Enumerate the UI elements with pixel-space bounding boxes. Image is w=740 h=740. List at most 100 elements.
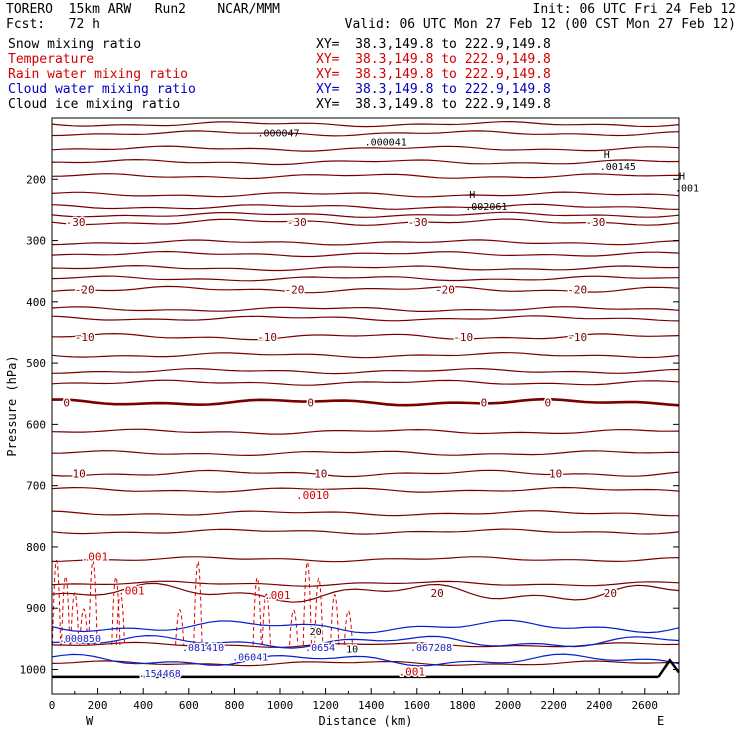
isotherm-label: -10	[257, 331, 277, 344]
rain-contour	[61, 576, 71, 645]
rain-contour	[261, 593, 271, 645]
isotherm-line--20	[51, 285, 680, 294]
legend-temperature-xy: XY= 38.3,149.8 to 222.9,149.8	[316, 52, 551, 67]
legend-cloudwater-xy: XY= 38.3,149.8 to 222.9,149.8	[316, 82, 551, 97]
rain-label: .001	[264, 589, 291, 602]
y-axis-label: Pressure (hPa)	[5, 355, 19, 456]
rain-contour	[289, 609, 299, 646]
isotherm-label: -10	[567, 331, 587, 344]
isotherm-label: 20	[604, 587, 617, 600]
isotherm-line	[51, 315, 680, 322]
isotherm-line	[51, 351, 680, 359]
isotherm-label: -20	[435, 284, 455, 297]
rain-contour	[88, 560, 98, 645]
cloud-ice-high-marker: H	[679, 172, 685, 183]
x-axis-label: Distance (km)	[319, 714, 413, 728]
y-tick-label: 700	[26, 480, 46, 493]
x-tick-label: 600	[179, 699, 199, 712]
rain-contour	[314, 577, 324, 645]
isotherm-label: -20	[75, 284, 95, 297]
isotherm-line	[51, 203, 680, 210]
cloud-water-contour	[51, 634, 680, 649]
rain-contour	[175, 609, 185, 646]
cloud-water-contour	[51, 653, 680, 667]
isotherm-line-20	[51, 582, 680, 603]
rain-label: .001	[82, 550, 109, 563]
rain-contour	[193, 561, 203, 645]
rain-contour	[70, 592, 80, 645]
isotherm-label: 10	[549, 467, 562, 480]
isotherm-line	[51, 528, 680, 535]
isotherm-line-10	[51, 469, 680, 478]
snow-label: 10	[346, 644, 358, 655]
isotherm-line	[51, 191, 680, 198]
legend-rain-label: Rain water mixing ratio	[8, 67, 189, 82]
cloud-ice-label: .000041	[365, 138, 407, 149]
isotherm-line	[51, 275, 680, 282]
legend-cloudice-xy: XY= 38.3,149.8 to 222.9,149.8	[316, 97, 551, 112]
isotherm-line	[51, 556, 680, 563]
isotherm-label: 20	[430, 587, 443, 600]
rain-contour	[115, 592, 126, 645]
isotherm-label: -20	[567, 284, 587, 297]
isotherm-label: 0	[307, 396, 314, 409]
isotherm-line	[51, 158, 680, 166]
isotherm-line	[51, 428, 680, 435]
isotherm-line	[51, 264, 680, 272]
isotherm-label: 0	[544, 396, 551, 409]
isotherm-label: 0	[63, 396, 70, 409]
isotherm-label: -20	[285, 284, 305, 297]
cloud-water-label: .06041	[232, 652, 268, 663]
isotherm-label: -10	[453, 331, 473, 344]
rain-contour	[330, 594, 340, 645]
isotherm-line	[51, 120, 680, 128]
isotherm-line	[51, 211, 680, 218]
rain-label: .0010	[296, 489, 329, 502]
cloud-water-label: .081410	[182, 643, 224, 654]
isotherm-line--30	[51, 218, 680, 226]
legend-cloudice-label: Cloud ice mixing ratio	[8, 97, 181, 112]
isotherm-line	[51, 239, 680, 246]
isotherm-line	[51, 660, 679, 667]
legend-snow-label: Snow mixing ratio	[8, 37, 142, 52]
y-tick-label: 400	[26, 296, 46, 309]
rain-label: .001	[399, 666, 426, 679]
isotherm-line	[51, 173, 679, 180]
x-tick-label: 2000	[495, 699, 522, 712]
isotherm-label: -10	[75, 331, 95, 344]
isotherm-label: -30	[66, 216, 86, 229]
model-title: TORERO 15km ARW Run2 NCAR/MMM	[6, 2, 280, 17]
isotherm-label: -30	[287, 216, 307, 229]
x-tick-label: 1000	[267, 699, 294, 712]
y-tick-label: 1000	[20, 663, 47, 676]
valid-time: Valid: 06 UTC Mon 27 Feb 12 (00 CST Mon …	[344, 17, 736, 32]
isotherm-line	[51, 641, 680, 648]
x-tick-label: 1600	[404, 699, 431, 712]
isotherm-line	[51, 510, 680, 517]
rain-contour	[302, 562, 312, 645]
rain-contour	[343, 610, 354, 646]
x-tick-label: 2200	[540, 699, 567, 712]
isotherm-line	[51, 367, 680, 375]
isotherm-line	[51, 486, 680, 493]
rain-label: .001	[118, 585, 144, 598]
cloud-water-label: .000850	[59, 634, 101, 645]
legend-rain-xy: XY= 38.3,149.8 to 222.9,149.8	[316, 67, 551, 82]
x-tick-label: 2600	[632, 699, 659, 712]
x-tick-label: 1800	[449, 699, 476, 712]
y-tick-label: 200	[26, 173, 46, 186]
cloud-water-contour	[51, 619, 680, 634]
cloud-ice-high-marker: H	[604, 150, 610, 161]
y-tick-label: 900	[26, 602, 46, 615]
init-time: Init: 06 UTC Fri 24 Feb 12	[532, 2, 737, 17]
x-tick-label: 2400	[586, 699, 613, 712]
legend-temperature-label: Temperature	[8, 52, 95, 67]
cloud-ice-high-marker: H	[469, 190, 475, 201]
x-tick-label: 1200	[312, 699, 339, 712]
isotherm-line	[51, 306, 680, 312]
cloud-water-label: .0654	[305, 643, 335, 654]
y-tick-label: 800	[26, 541, 46, 554]
y-tick-label: 300	[26, 235, 46, 248]
isotherm-line	[51, 130, 680, 137]
